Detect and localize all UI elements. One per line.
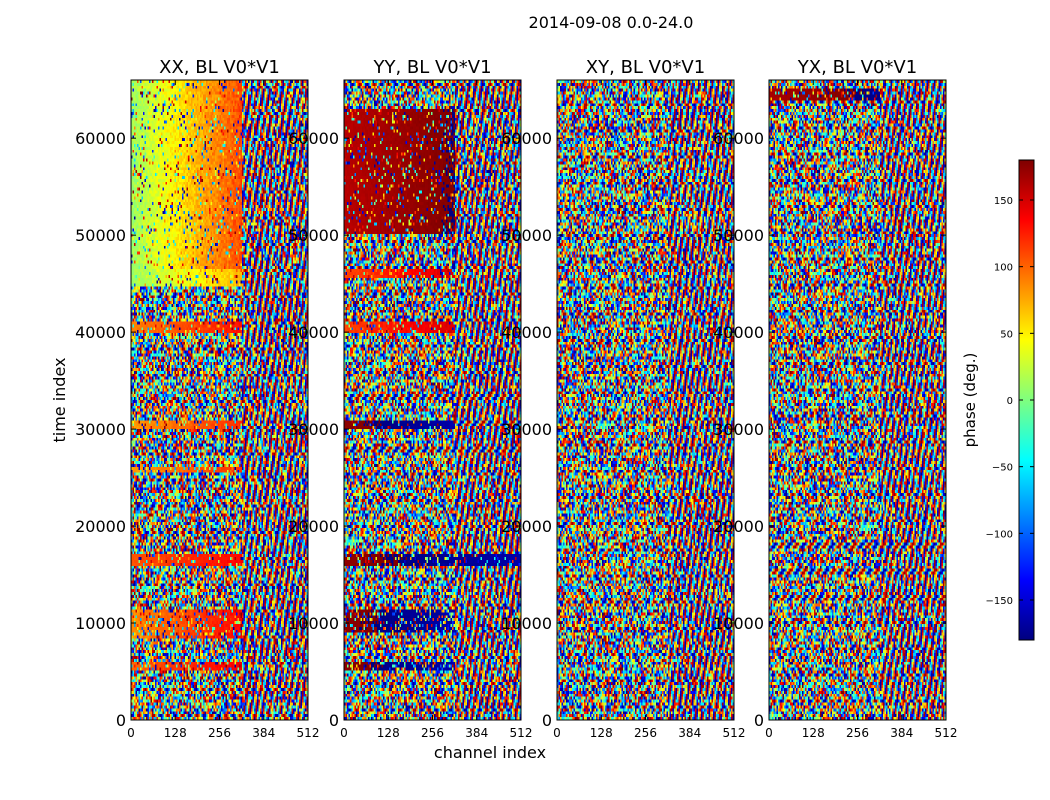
colorbar-tick-label: 100 <box>994 263 1013 274</box>
y-tick-label: 60000 <box>713 129 764 148</box>
y-tick-label: 50000 <box>75 226 126 245</box>
x-tick-label: 384 <box>890 726 913 740</box>
x-tick-label: 512 <box>297 726 320 740</box>
x-tick-label: 512 <box>723 726 746 740</box>
y-tick-label: 30000 <box>713 420 764 439</box>
x-tick-label: 384 <box>252 726 275 740</box>
colorbar-tick-label: −150 <box>986 596 1013 607</box>
y-tick-label: 60000 <box>75 129 126 148</box>
y-tick-label: 10000 <box>288 614 339 633</box>
colorbar-tick-label: −100 <box>986 529 1013 540</box>
y-tick-label: 40000 <box>501 323 552 342</box>
x-tick-label: 256 <box>208 726 231 740</box>
y-tick-label: 30000 <box>75 420 126 439</box>
colorbar-label: phase (deg.) <box>961 353 979 448</box>
x-tick-label: 384 <box>465 726 488 740</box>
heatmap-image <box>557 80 734 720</box>
x-tick-label: 0 <box>765 726 773 740</box>
y-tick-label: 30000 <box>288 420 339 439</box>
panel-3: YX, BL V0*V1 0 128 256 384 512 0 10000 20000 3000… <box>713 57 957 740</box>
y-tick-label: 30000 <box>501 420 552 439</box>
y-tick-label: 10000 <box>501 614 552 633</box>
y-tick-label: 50000 <box>713 226 764 245</box>
x-tick-label: 256 <box>846 726 869 740</box>
colorbar-tick-label: −50 <box>992 463 1013 474</box>
colorbar-tick-label: 50 <box>1000 329 1013 340</box>
panels: XX, BL V0*V1 0 128 256 384 512 0 10000 20000 3000… <box>75 57 957 740</box>
panel-title: XX, BL V0*V1 <box>159 57 280 78</box>
y-tick-label: 40000 <box>75 323 126 342</box>
y-tick-label: 60000 <box>288 129 339 148</box>
panel-title: YX, BL V0*V1 <box>797 57 917 78</box>
heatmap-image <box>131 80 308 720</box>
x-tick-label: 128 <box>802 726 825 740</box>
x-axis-label: channel index <box>434 743 546 762</box>
y-tick-label: 20000 <box>501 517 552 536</box>
panel-0: XX, BL V0*V1 0 128 256 384 512 0 10000 20000 3000… <box>75 57 319 740</box>
heatmap-image <box>769 80 946 720</box>
x-tick-label: 512 <box>935 726 958 740</box>
x-tick-label: 256 <box>634 726 657 740</box>
y-tick-label: 50000 <box>288 226 339 245</box>
x-tick-label: 0 <box>340 726 348 740</box>
colorbar: 150 100 50 0 −50 −100 −150 <box>986 159 1035 641</box>
y-tick-label: 0 <box>329 711 339 730</box>
x-tick-label: 128 <box>164 726 187 740</box>
panel-title: XY, BL V0*V1 <box>586 57 705 78</box>
y-tick-label: 20000 <box>75 517 126 536</box>
x-tick-label: 128 <box>590 726 613 740</box>
colorbar-tick-label: 150 <box>994 196 1013 207</box>
y-tick-label: 0 <box>754 711 764 730</box>
panel-title: YY, BL V0*V1 <box>372 57 491 78</box>
y-tick-label: 20000 <box>288 517 339 536</box>
x-tick-label: 256 <box>421 726 444 740</box>
y-tick-label: 20000 <box>713 517 764 536</box>
panel-2: XY, BL V0*V1 0 128 256 384 512 0 10000 20000 3000… <box>501 57 745 740</box>
x-tick-label: 0 <box>127 726 135 740</box>
y-tick-label: 50000 <box>501 226 552 245</box>
y-tick-label: 10000 <box>75 614 126 633</box>
figure-suptitle: 2014-09-08 0.0-24.0 <box>529 13 694 32</box>
y-axis-label: time index <box>50 357 69 442</box>
y-tick-label: 40000 <box>713 323 764 342</box>
x-tick-label: 512 <box>510 726 533 740</box>
y-tick-label: 0 <box>542 711 552 730</box>
x-tick-label: 384 <box>678 726 701 740</box>
y-tick-label: 0 <box>116 711 126 730</box>
y-tick-label: 60000 <box>501 129 552 148</box>
y-tick-label: 10000 <box>713 614 764 633</box>
panel-1: YY, BL V0*V1 0 128 256 384 512 0 10000 20000 3000… <box>288 57 532 740</box>
x-tick-label: 128 <box>377 726 400 740</box>
x-tick-label: 0 <box>553 726 561 740</box>
heatmap-image <box>344 80 521 720</box>
y-tick-label: 40000 <box>288 323 339 342</box>
colorbar-tick-label: 0 <box>1007 396 1013 407</box>
